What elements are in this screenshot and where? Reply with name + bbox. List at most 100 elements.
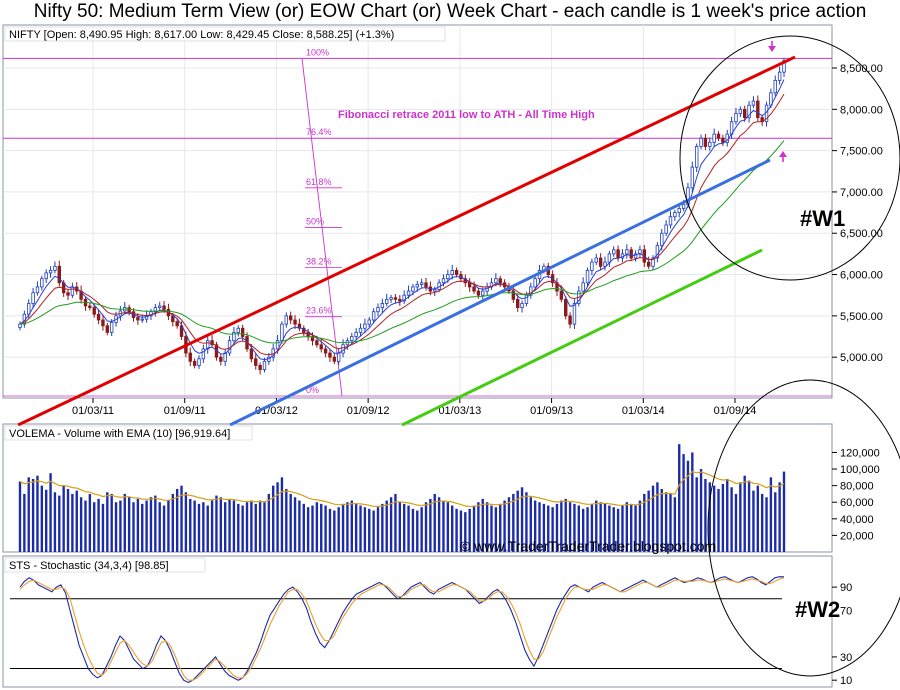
- volume-bar: [499, 503, 502, 552]
- candle-body: [363, 323, 367, 329]
- volume-bar: [333, 510, 336, 552]
- stochastic-lines: [19, 576, 785, 684]
- candle-body: [310, 336, 315, 342]
- candle-body: [192, 360, 197, 366]
- candle-body: [646, 261, 651, 267]
- volume-bar: [71, 493, 74, 552]
- candle-body: [660, 232, 664, 247]
- volume-y-tick-label: 120,000: [840, 447, 880, 459]
- volume-bar: [595, 500, 598, 552]
- candle-body: [472, 286, 476, 292]
- volume-bar: [45, 489, 48, 552]
- green-trendline: [401, 248, 763, 427]
- volume-bar: [363, 507, 367, 552]
- candle-body: [319, 344, 323, 350]
- volume-bar: [756, 485, 759, 552]
- volume-bar: [630, 503, 633, 552]
- candle-body: [297, 323, 302, 329]
- volume-bar: [616, 508, 620, 552]
- volume-bar: [643, 493, 646, 552]
- red-trendline: [17, 55, 796, 427]
- volume-bar: [127, 497, 131, 552]
- stochastic-y-tick-label: 10: [840, 675, 852, 687]
- candle-body: [332, 356, 337, 362]
- volume-bar: [354, 503, 358, 552]
- stochastic-grid: 10 30 70 90: [10, 582, 852, 687]
- fibonacci-retracement: 100% 76.4% 61.8% 50% 38.2% 23.6% 0%: [3, 47, 832, 397]
- volume-bar: [232, 500, 236, 552]
- volume-bar: [171, 493, 174, 552]
- volume-bar: [743, 475, 746, 552]
- candle-body: [616, 249, 620, 259]
- moving-averages: [19, 79, 785, 361]
- volume-bar: [93, 502, 96, 552]
- volume-bar: [324, 505, 327, 552]
- volume-bar: [726, 478, 729, 552]
- volume-bar: [53, 492, 57, 552]
- volume-bar: [175, 488, 179, 552]
- candle-body: [629, 249, 633, 259]
- volume-bar: [293, 497, 297, 552]
- volume-bar: [66, 488, 70, 552]
- candle-body: [354, 331, 358, 337]
- candle-body: [481, 290, 485, 296]
- volume-bar: [368, 508, 371, 552]
- volume-bar: [468, 508, 471, 552]
- volume-header-box: [4, 425, 253, 441]
- volume-bar: [210, 500, 214, 552]
- candle-body: [232, 331, 236, 342]
- volume-bar: [267, 493, 271, 552]
- fib-diagonal: [301, 58, 343, 397]
- volume-bar: [664, 492, 668, 552]
- candle-body: [708, 141, 712, 147]
- volume-bar: [328, 508, 332, 552]
- candle-body: [690, 166, 695, 189]
- volume-bar: [184, 492, 188, 552]
- volume-bar: [769, 477, 773, 552]
- up-arrow-icon: [779, 151, 787, 162]
- candle-body: [341, 344, 345, 354]
- volume-y-tick-label: 100,000: [840, 464, 880, 476]
- volume-bar: [451, 505, 454, 552]
- trendlines: [17, 55, 796, 427]
- candle-body: [716, 133, 721, 139]
- volume-bar: [782, 471, 786, 552]
- volume-bar: [512, 493, 515, 552]
- volume-bar: [699, 469, 703, 552]
- volume-bar: [712, 485, 716, 552]
- volume-bar: [765, 497, 768, 552]
- candle-body: [712, 133, 716, 143]
- volume-bar: [162, 505, 166, 552]
- volume-bar: [485, 502, 489, 552]
- volume-bar: [372, 510, 375, 552]
- volume-bar: [734, 493, 738, 552]
- volume-bar: [215, 495, 218, 552]
- volume-bar: [708, 482, 711, 552]
- volume-bar: [398, 502, 402, 552]
- candle-body: [275, 340, 280, 350]
- candle-body: [424, 282, 428, 288]
- price-x-tick-label: 01/09/13: [530, 405, 573, 417]
- volume-bar: [420, 507, 423, 552]
- volume-bar: [416, 510, 419, 552]
- candle-body: [603, 261, 607, 267]
- volume-y-tick-label: 60,000: [840, 497, 874, 509]
- volume-bar: [180, 485, 183, 552]
- volume-bar: [394, 493, 397, 552]
- candle-body: [581, 282, 585, 292]
- price-x-tick-label: 01/03/14: [622, 405, 665, 417]
- candle-body: [406, 290, 411, 296]
- candle-body: [633, 253, 638, 259]
- candle-body: [664, 224, 668, 234]
- candle-body: [450, 270, 454, 275]
- candle-body: [70, 286, 75, 296]
- candle-body: [288, 315, 293, 321]
- volume-bar: [516, 490, 519, 552]
- candle-body: [162, 305, 166, 310]
- price-x-tick-label: 01/03/11: [72, 405, 114, 417]
- candle-body: [568, 315, 572, 325]
- volume-bar: [346, 502, 349, 552]
- volume-bar: [660, 488, 663, 552]
- candle-body: [350, 336, 354, 342]
- stochastic-panel-frame: [2, 555, 833, 688]
